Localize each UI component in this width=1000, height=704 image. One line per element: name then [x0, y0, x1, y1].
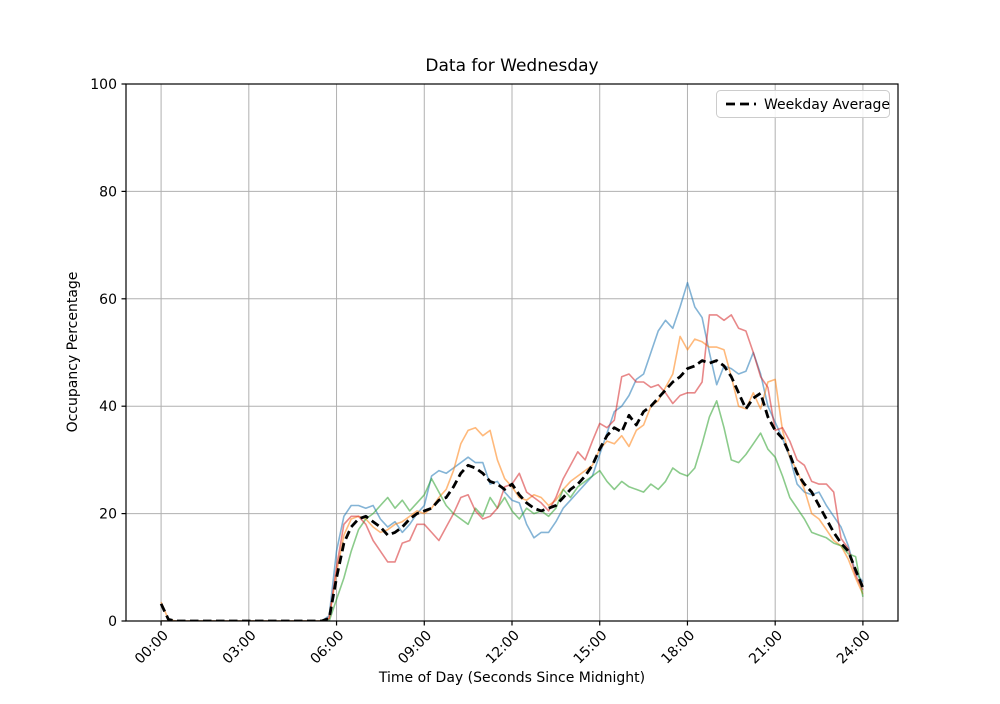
x-axis-label: Time of Day (Seconds Since Midnight): [378, 670, 645, 686]
y-tick-label: 0: [108, 614, 117, 630]
y-axis-label: Occupancy Percentage: [65, 272, 81, 433]
x-tick-label: 12:00: [483, 628, 523, 668]
series-line-wednesday-sample-2: [160, 335, 864, 621]
series-line-wednesday-sample-1: [161, 281, 864, 621]
chart-title: Data for Wednesday: [425, 56, 598, 76]
x-tick-label: 09:00: [395, 628, 435, 668]
series-line-wednesday-sample-3: [161, 399, 864, 621]
x-tick-label: 06:00: [308, 628, 348, 668]
x-tick-label: 21:00: [746, 628, 786, 668]
legend-box: [716, 90, 890, 118]
series-line-weekday-average: [159, 359, 865, 621]
x-tick-label: 18:00: [658, 628, 698, 668]
y-tick-label: 100: [90, 77, 117, 93]
x-tick-label: 24:00: [834, 628, 874, 668]
axes: [121, 83, 899, 626]
series-lines: [159, 281, 865, 621]
x-tick-label: 00:00: [132, 628, 172, 668]
tick-labels: 00:00 03:00 06:00 09:00 12:00 15:00 18:00 21:00…: [90, 77, 873, 667]
y-tick-label: 20: [99, 507, 117, 523]
y-tick-label: 80: [99, 184, 117, 200]
y-tick-label: 60: [99, 292, 117, 308]
legend-label: Weekday Average: [764, 97, 890, 113]
x-tick-label: 03:00: [220, 628, 260, 668]
y-tick-label: 40: [99, 399, 117, 415]
x-tick-label: 15:00: [571, 628, 611, 668]
grid-lines: [126, 83, 898, 622]
legend: Weekday Average: [716, 90, 890, 118]
